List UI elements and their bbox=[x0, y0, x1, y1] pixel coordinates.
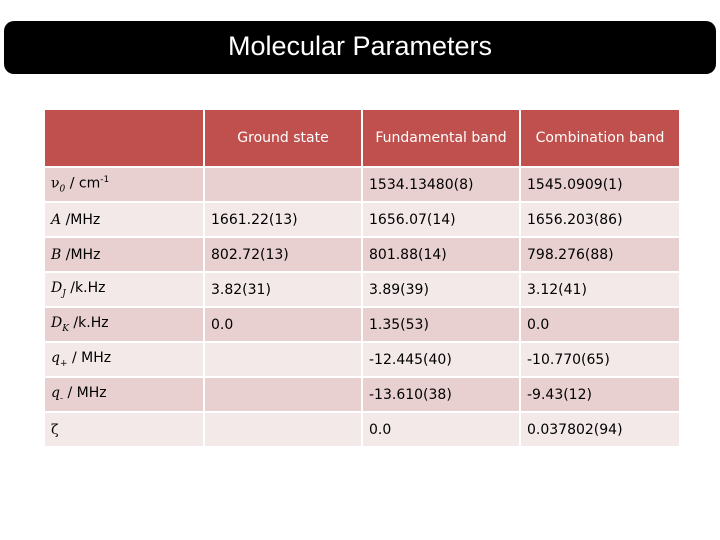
fundamental-band-value: 801.88(14) bbox=[363, 238, 519, 271]
combination-band-value: -9.43(12) bbox=[521, 378, 679, 411]
table-row: A /MHz 1661.22(13) 1656.07(14) 1656.203(86) bbox=[45, 203, 679, 236]
title-bar bbox=[4, 21, 716, 74]
row-label: A /MHz bbox=[45, 203, 203, 236]
ground-state-value: 3.82(31) bbox=[205, 273, 361, 306]
table-row: q- / MHz -13.610(38) -9.43(12) bbox=[45, 378, 679, 411]
fundamental-band-value: 3.89(39) bbox=[363, 273, 519, 306]
ground-state-value bbox=[205, 168, 361, 201]
header-cell-empty bbox=[45, 110, 203, 166]
fundamental-band-value: -12.445(40) bbox=[363, 343, 519, 376]
table-row: ζ 0.0 0.037802(94) bbox=[45, 413, 679, 446]
ground-state-value: 802.72(13) bbox=[205, 238, 361, 271]
combination-band-value: 1545.0909(1) bbox=[521, 168, 679, 201]
row-label: ζ bbox=[45, 413, 203, 446]
parameters-table: Ground state Fundamental band Combinatio… bbox=[43, 108, 681, 448]
table-row: DK /k.Hz 0.0 1.35(53) 0.0 bbox=[45, 308, 679, 341]
fundamental-band-value: 1534.13480(8) bbox=[363, 168, 519, 201]
combination-band-value: 0.037802(94) bbox=[521, 413, 679, 446]
table-header-row: Ground state Fundamental band Combinatio… bbox=[45, 110, 679, 166]
fundamental-band-value: 0.0 bbox=[363, 413, 519, 446]
combination-band-value: 3.12(41) bbox=[521, 273, 679, 306]
ground-state-value: 1661.22(13) bbox=[205, 203, 361, 236]
combination-band-value: -10.770(65) bbox=[521, 343, 679, 376]
header-combination-band: Combination band bbox=[521, 110, 679, 166]
combination-band-value: 1656.203(86) bbox=[521, 203, 679, 236]
row-label: DK /k.Hz bbox=[45, 308, 203, 341]
ground-state-value bbox=[205, 343, 361, 376]
header-fundamental-band: Fundamental band bbox=[363, 110, 519, 166]
row-label: q+ / MHz bbox=[45, 343, 203, 376]
ground-state-value: 0.0 bbox=[205, 308, 361, 341]
fundamental-band-value: 1656.07(14) bbox=[363, 203, 519, 236]
header-ground-state: Ground state bbox=[205, 110, 361, 166]
fundamental-band-value: 1.35(53) bbox=[363, 308, 519, 341]
table-row: q+ / MHz -12.445(40) -10.770(65) bbox=[45, 343, 679, 376]
table-row: B /MHz 802.72(13) 801.88(14) 798.276(88) bbox=[45, 238, 679, 271]
row-label: DJ /k.Hz bbox=[45, 273, 203, 306]
fundamental-band-value: -13.610(38) bbox=[363, 378, 519, 411]
row-label: q- / MHz bbox=[45, 378, 203, 411]
combination-band-value: 0.0 bbox=[521, 308, 679, 341]
combination-band-value: 798.276(88) bbox=[521, 238, 679, 271]
ground-state-value bbox=[205, 378, 361, 411]
ground-state-value bbox=[205, 413, 361, 446]
row-label: B /MHz bbox=[45, 238, 203, 271]
row-label: ν0 / cm-1 bbox=[45, 168, 203, 201]
table-row: ν0 / cm-1 1534.13480(8) 1545.0909(1) bbox=[45, 168, 679, 201]
table-row: DJ /k.Hz 3.82(31) 3.89(39) 3.12(41) bbox=[45, 273, 679, 306]
slide-title: Molecular Parameters bbox=[227, 31, 493, 61]
